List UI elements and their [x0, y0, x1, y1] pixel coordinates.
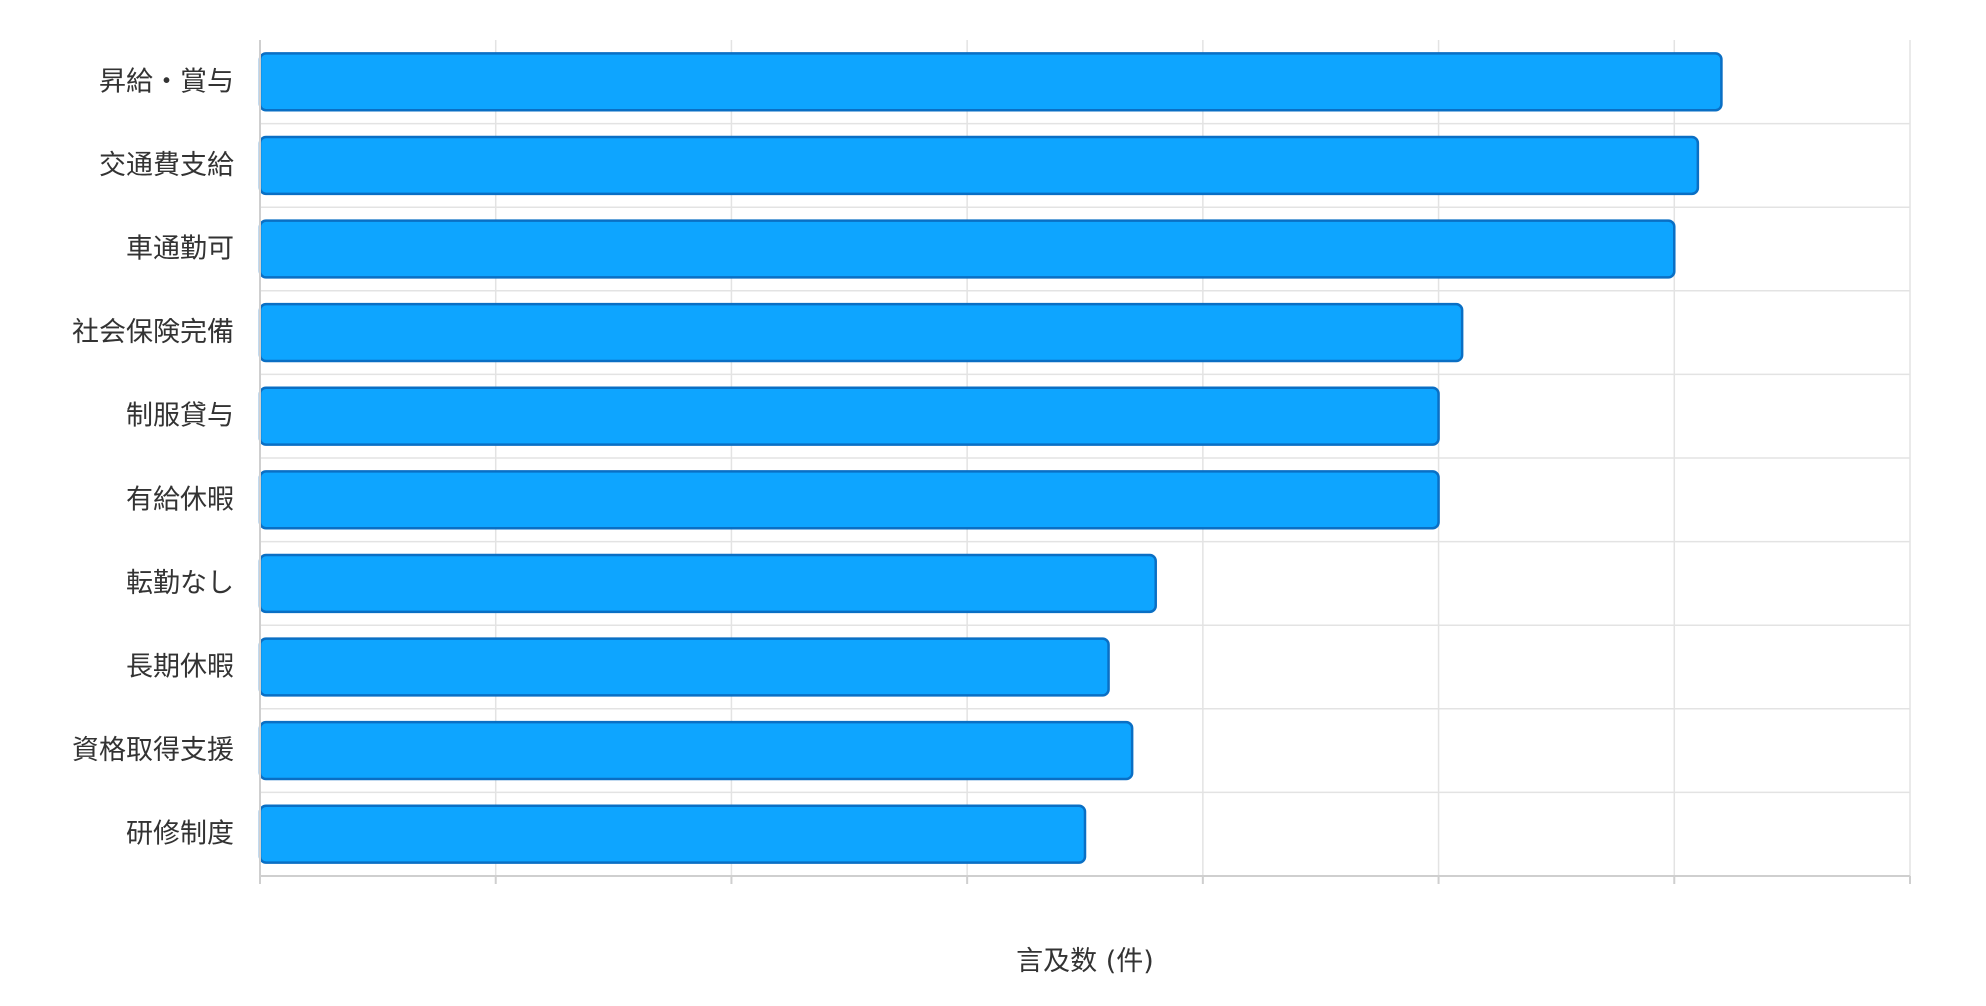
bar[interactable] — [258, 135, 1700, 196]
bar[interactable] — [258, 302, 1464, 363]
bar[interactable] — [258, 637, 1110, 697]
bar[interactable] — [258, 470, 1440, 530]
category-label: 資格取得支援 — [72, 735, 234, 766]
bar[interactable] — [258, 386, 1440, 446]
category-label: 制服貸与 — [126, 401, 234, 432]
category-label: 研修制度 — [126, 819, 234, 850]
category-label: 有給休暇 — [126, 484, 234, 515]
category-label: 交通費支給 — [99, 150, 234, 181]
bar[interactable] — [258, 553, 1157, 614]
bar-layer — [258, 52, 1723, 864]
category-label: 長期休暇 — [126, 652, 234, 683]
x-axis — [259, 40, 1911, 884]
category-label: 昇給・賞与 — [99, 66, 234, 97]
category-label-layer: 昇給・賞与交通費支給車通勤可社会保険完備制服貸与有給休暇転勤なし長期休暇資格取得… — [72, 66, 234, 849]
category-label: 車通勤可 — [126, 234, 234, 265]
bar[interactable] — [258, 52, 1723, 112]
bar[interactable] — [258, 804, 1087, 864]
bar[interactable] — [258, 219, 1676, 279]
category-label: 社会保険完備 — [72, 317, 234, 348]
bar[interactable] — [258, 720, 1134, 781]
x-axis-title: 言及数 (件) — [1016, 946, 1154, 977]
category-label: 転勤なし — [126, 568, 234, 599]
